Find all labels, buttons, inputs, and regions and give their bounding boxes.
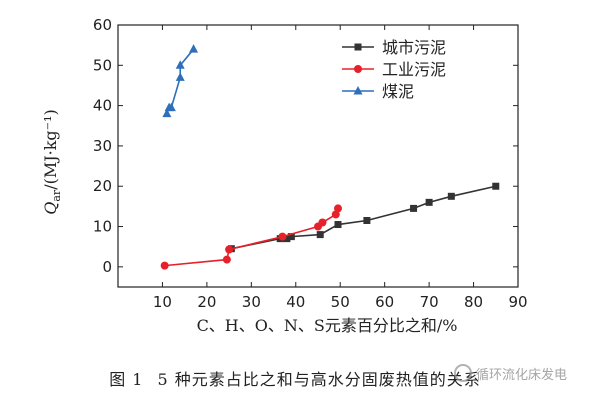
y-tick-label: 40: [93, 97, 112, 115]
data-point-circle: [222, 255, 231, 264]
data-point-square: [354, 43, 362, 51]
data-point-triangle: [162, 108, 172, 118]
chart: 10 20 30 40 50 60 70 80 90 0 10 20 30 40 50 60 城市污泥工业污泥…: [41, 16, 528, 335]
legend-label: 工业污泥: [382, 60, 446, 79]
data-point-square: [283, 235, 291, 243]
data-point-square: [316, 231, 324, 239]
data-point-triangle: [175, 72, 185, 81]
data-point-triangle: [189, 44, 199, 53]
y-axis-title: Qar/(MJ·kg⁻¹): [41, 109, 63, 215]
data-point-circle: [225, 245, 234, 254]
data-point-square: [410, 204, 418, 212]
y-tick-label: 20: [93, 177, 112, 195]
data-point-circle: [160, 261, 169, 270]
plot-frame: [117, 24, 519, 288]
x-tick-label: 90: [508, 293, 527, 311]
data-point-square: [334, 221, 342, 229]
x-tick-label: 20: [197, 293, 216, 311]
watermark-text: 循环流化床发电: [476, 368, 568, 383]
data-point-circle: [331, 210, 340, 219]
data-point-circle: [334, 204, 342, 213]
watermark: 循环流化床发电: [454, 364, 567, 383]
data-point-square: [287, 233, 295, 241]
data-point-circle: [354, 65, 362, 73]
data-point-circle: [278, 232, 287, 241]
legend-label: 煤泥: [382, 82, 414, 101]
axes: 10 20 30 40 50 60 70 80 90 0 10 20 30 40 50 60: [93, 16, 528, 311]
series-1: [227, 182, 500, 253]
series-layer: [160, 44, 500, 270]
series-line: [164, 208, 339, 267]
data-point-square: [363, 216, 371, 224]
y-tick-label: 60: [93, 16, 112, 34]
y-tick-label: 0: [102, 258, 112, 276]
series-2: [160, 204, 342, 270]
x-tick-label: 70: [420, 293, 439, 311]
caption-text: 5 种元素占比之和与高水分固废热值的关系: [157, 370, 481, 389]
data-point-triangle: [166, 102, 176, 112]
y-tick-label: 50: [93, 56, 112, 74]
caption-number: 图 1: [109, 370, 144, 389]
data-point-square: [492, 182, 500, 190]
data-point-circle: [318, 218, 327, 227]
x-tick-label: 10: [153, 293, 172, 311]
x-tick-label: 80: [464, 293, 483, 311]
y-tick-label: 10: [93, 218, 112, 236]
data-point-square: [447, 192, 455, 200]
x-tick-label: 40: [286, 293, 305, 311]
x-tick-label: 30: [242, 293, 261, 311]
legend-label: 城市污泥: [382, 38, 446, 57]
figure-caption: 图 1 5 种元素占比之和与高水分固废热值的关系: [0, 366, 590, 390]
y-tick-label: 30: [93, 137, 112, 155]
data-point-triangle: [353, 86, 363, 95]
x-tick-label: 60: [375, 293, 394, 311]
series-3: [162, 44, 199, 118]
data-point-triangle: [175, 60, 185, 69]
x-axis-title: C、H、O、N、S元素百分比之和/%: [197, 316, 458, 335]
data-point-square: [425, 198, 433, 206]
x-tick-label: 50: [331, 293, 350, 311]
wechat-logo-icon: [454, 364, 472, 382]
